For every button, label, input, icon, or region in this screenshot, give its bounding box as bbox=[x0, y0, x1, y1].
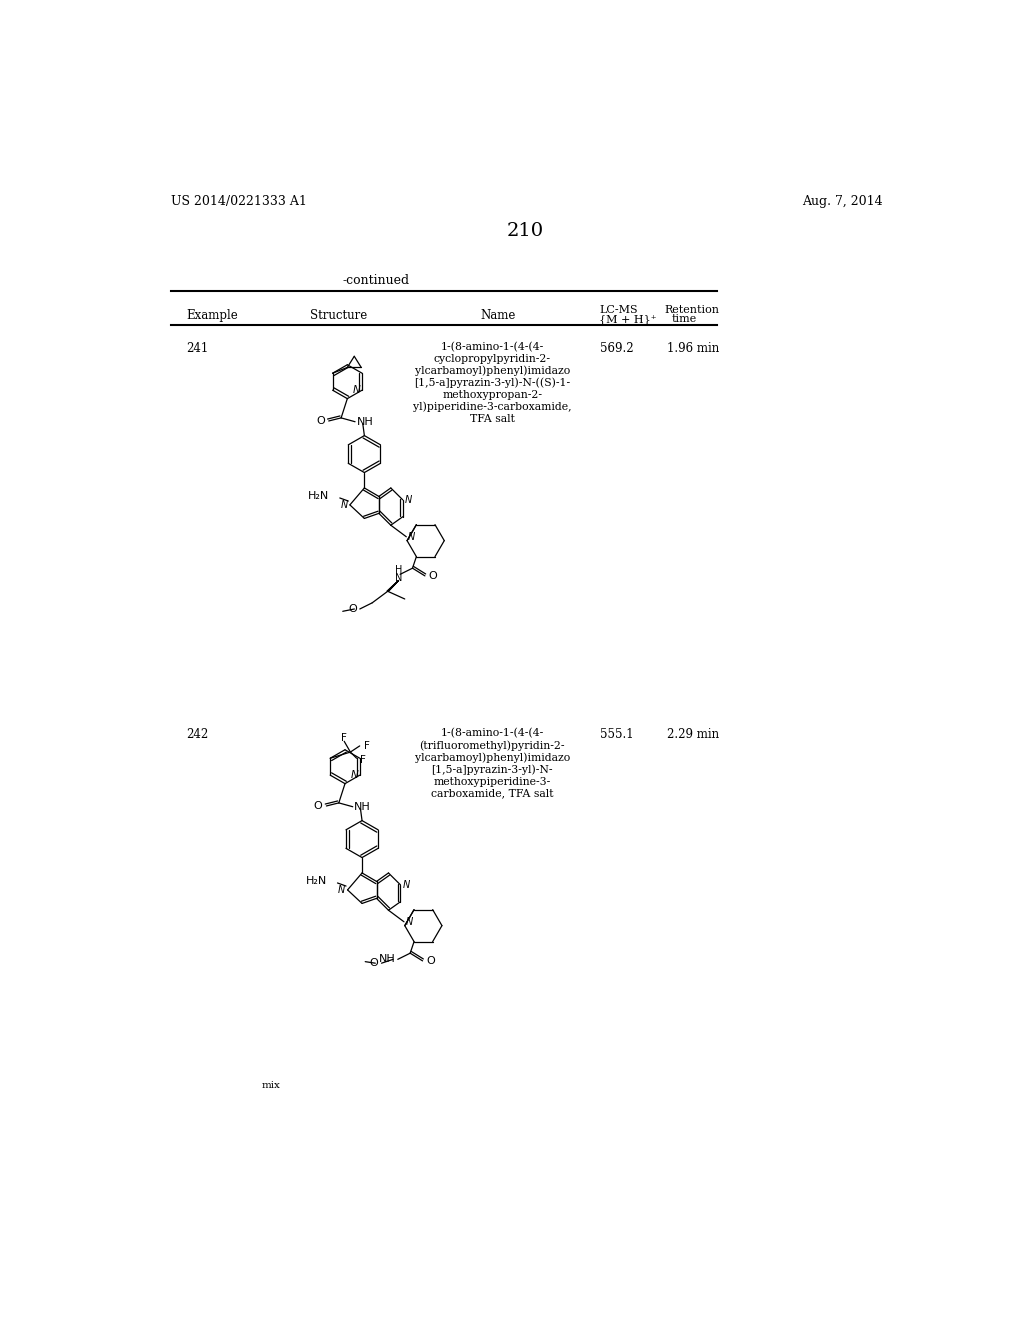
Text: 1.96 min: 1.96 min bbox=[667, 342, 719, 355]
Text: N: N bbox=[353, 385, 360, 395]
Text: 241: 241 bbox=[186, 342, 208, 355]
Text: F: F bbox=[341, 733, 347, 743]
Polygon shape bbox=[387, 581, 398, 591]
Text: -continued: -continued bbox=[342, 275, 410, 286]
Text: F: F bbox=[360, 755, 367, 764]
Text: H₂N: H₂N bbox=[305, 875, 327, 886]
Text: N: N bbox=[338, 884, 345, 895]
Text: N: N bbox=[402, 880, 410, 890]
Text: 555.1: 555.1 bbox=[600, 729, 634, 742]
Text: NH: NH bbox=[354, 801, 371, 812]
Text: O: O bbox=[369, 958, 378, 968]
Text: H: H bbox=[395, 565, 402, 574]
Text: Example: Example bbox=[186, 309, 238, 322]
Text: H₂N: H₂N bbox=[307, 491, 329, 500]
Text: Aug. 7, 2014: Aug. 7, 2014 bbox=[802, 195, 883, 209]
Text: F: F bbox=[364, 741, 370, 751]
Text: NH: NH bbox=[379, 954, 395, 965]
Text: US 2014/0221333 A1: US 2014/0221333 A1 bbox=[171, 195, 306, 209]
Text: O: O bbox=[313, 801, 323, 810]
Text: O: O bbox=[316, 416, 325, 426]
Text: 2.29 min: 2.29 min bbox=[667, 729, 719, 742]
Text: 242: 242 bbox=[186, 729, 208, 742]
Text: 210: 210 bbox=[506, 222, 544, 239]
Text: N: N bbox=[395, 573, 402, 583]
Text: mix: mix bbox=[261, 1081, 281, 1090]
Text: 1-(8-amino-1-(4-(4-
cyclopropylpyridin-2-
ylcarbamoyl)phenyl)imidazo
[1,5-a]pyra: 1-(8-amino-1-(4-(4- cyclopropylpyridin-2… bbox=[413, 342, 571, 424]
Text: Name: Name bbox=[480, 309, 516, 322]
Text: N: N bbox=[340, 500, 347, 510]
Text: N: N bbox=[406, 495, 413, 504]
Text: O: O bbox=[426, 956, 435, 966]
Text: {M + H}⁺: {M + H}⁺ bbox=[599, 314, 656, 325]
Text: 569.2: 569.2 bbox=[600, 342, 634, 355]
Text: N: N bbox=[406, 917, 413, 927]
Text: 1-(8-amino-1-(4-(4-
(trifluoromethyl)pyridin-2-
ylcarbamoyl)phenyl)imidazo
[1,5-: 1-(8-amino-1-(4-(4- (trifluoromethyl)pyr… bbox=[415, 729, 570, 799]
Text: N: N bbox=[408, 532, 415, 541]
Text: time: time bbox=[672, 314, 697, 323]
Text: O: O bbox=[348, 605, 356, 614]
Text: LC-MS: LC-MS bbox=[599, 305, 638, 314]
Text: O: O bbox=[429, 570, 437, 581]
Text: N: N bbox=[350, 770, 358, 780]
Text: Retention: Retention bbox=[665, 305, 719, 314]
Text: Structure: Structure bbox=[310, 309, 368, 322]
Text: NH: NH bbox=[356, 417, 374, 426]
